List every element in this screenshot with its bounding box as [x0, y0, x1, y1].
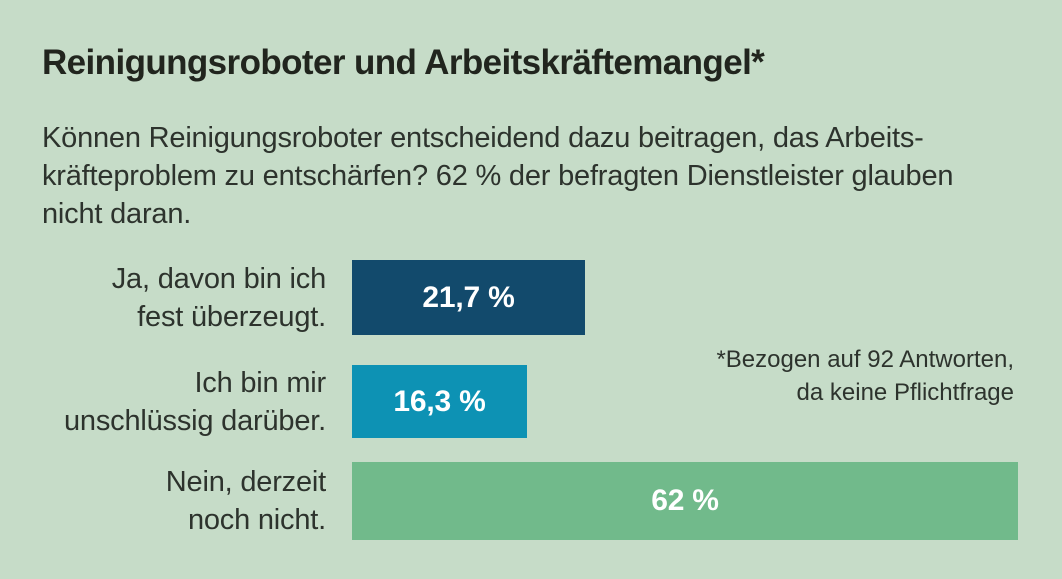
subtitle-line: nicht daran.	[42, 198, 192, 230]
bar-segment: 62 %	[352, 462, 1018, 540]
category-label-line: noch nicht.	[187, 504, 326, 536]
bar-segment: 16,3 %	[352, 365, 527, 438]
category-label-line: Ich bin mir	[194, 366, 326, 399]
chart-subtitle: Können Reinigungsroboter entscheidend da…	[42, 119, 954, 233]
category-label: Ja, davon bin ich fest überzeugt.	[40, 260, 326, 335]
footnote: *Bezogen auf 92 Antworten, da keine Pfli…	[716, 343, 1014, 409]
bar-value-label: 62 %	[651, 484, 719, 517]
subtitle-line: Können Reinigungsroboter entscheidend da…	[42, 122, 924, 154]
bar-segment: 21,7 %	[352, 260, 585, 335]
category-label: Nein, derzeit noch nicht.	[40, 462, 326, 540]
category-label: Ich bin mir unschlüssig darüber.	[40, 365, 326, 438]
category-label-line: fest überzeugt.	[137, 300, 326, 333]
footnote-line: da keine Pflichtfrage	[796, 379, 1014, 406]
chart-title: Reinigungsroboter und Arbeitskräftemange…	[42, 43, 765, 82]
category-label-line: unschlüssig darüber.	[64, 404, 326, 437]
category-label-line: Nein, derzeit	[165, 466, 326, 498]
bar-value-label: 21,7 %	[422, 280, 515, 314]
category-label-line: Ja, davon bin ich	[111, 262, 326, 295]
bar-value-label: 16,3 %	[393, 384, 486, 418]
footnote-line: *Bezogen auf 92 Antworten,	[716, 346, 1014, 373]
subtitle-line: kräfteproblem zu entschärfen? 62 % der b…	[42, 160, 954, 192]
